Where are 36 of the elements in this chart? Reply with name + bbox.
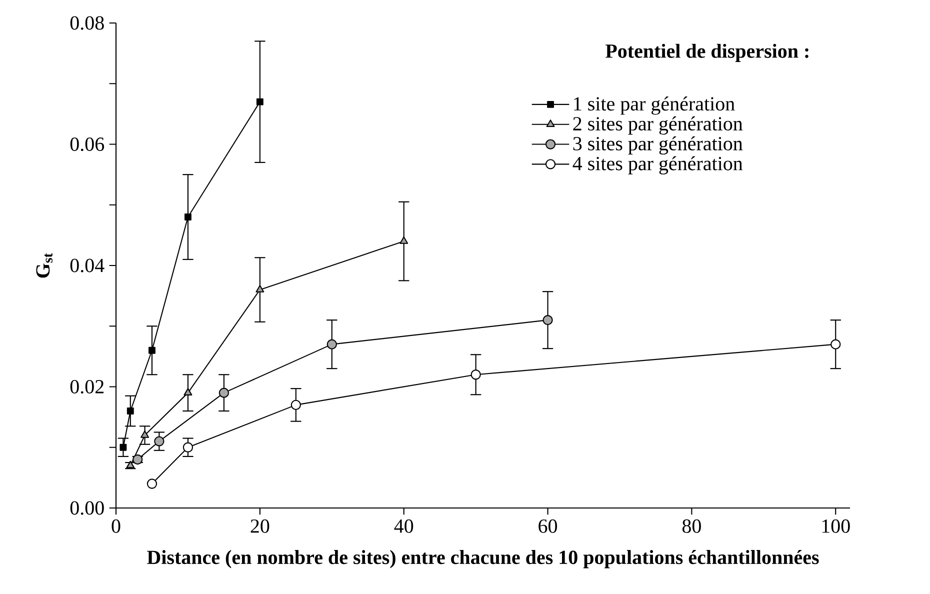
y-tick-label: 0.08 — [70, 16, 104, 30]
x-axis-title: Distance (en nombre de sites) entre chacune des 10 populations échantillonnées — [147, 550, 819, 568]
legend-label: 1 site par génération — [574, 96, 735, 115]
x-tick-label: 40 — [394, 519, 414, 533]
point — [256, 98, 264, 106]
point — [140, 430, 150, 438]
point — [470, 370, 481, 380]
y-tick-label: 0.04 — [70, 258, 104, 272]
point — [126, 408, 134, 414]
point — [120, 444, 127, 451]
point — [182, 442, 194, 452]
point — [184, 388, 192, 396]
point — [218, 388, 230, 398]
x-tick-label: 80 — [682, 519, 701, 533]
x-tick-label: 0 — [112, 519, 120, 533]
x-tick-label: 20 — [250, 519, 270, 533]
legend-label: 3 sites par génération — [573, 136, 743, 155]
y-axis-title: G$_{st}$ — [36, 253, 52, 278]
point — [148, 346, 156, 354]
y-tick-label: 0.00 — [70, 501, 104, 515]
x-tick-label: 60 — [538, 519, 558, 533]
y-tick-label: 0.02 — [70, 380, 104, 394]
point — [542, 314, 553, 326]
point — [184, 214, 192, 220]
legend-title: Potentiel de dispersion : — [605, 44, 808, 62]
x-tick-label: 100 — [822, 519, 850, 533]
point — [290, 400, 301, 410]
legend-label: 4 sites par génération — [572, 156, 743, 174]
point — [256, 284, 264, 292]
point — [146, 478, 158, 489]
legend-label: 2 sites par génération — [573, 116, 743, 135]
point — [154, 436, 164, 446]
point — [400, 236, 408, 244]
point — [326, 339, 337, 350]
y-tick-label: 0.06 — [70, 137, 104, 152]
point — [830, 339, 841, 350]
